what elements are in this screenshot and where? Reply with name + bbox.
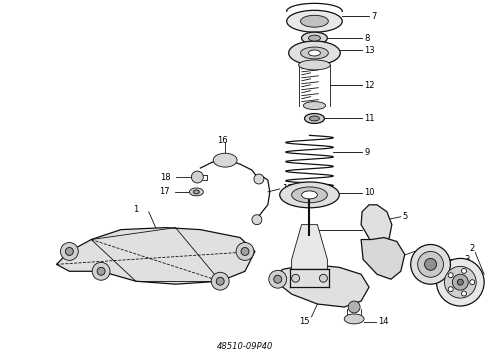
Ellipse shape: [213, 153, 237, 167]
Circle shape: [448, 273, 453, 278]
Ellipse shape: [300, 15, 328, 27]
Circle shape: [437, 258, 484, 306]
Text: 11: 11: [364, 114, 374, 123]
Text: 6: 6: [364, 225, 369, 234]
Text: 5: 5: [403, 212, 408, 221]
Text: 10: 10: [364, 188, 374, 197]
Circle shape: [236, 243, 254, 260]
Text: 3: 3: [465, 255, 470, 264]
Text: 16: 16: [217, 136, 227, 145]
Circle shape: [97, 267, 105, 275]
Circle shape: [252, 215, 262, 225]
Text: 2: 2: [469, 244, 475, 253]
Circle shape: [417, 251, 443, 277]
Polygon shape: [361, 205, 392, 247]
Text: 4: 4: [416, 247, 422, 256]
Circle shape: [348, 301, 360, 313]
Circle shape: [448, 287, 453, 292]
Ellipse shape: [303, 102, 325, 109]
Ellipse shape: [300, 47, 328, 59]
Circle shape: [92, 262, 110, 280]
Circle shape: [319, 274, 327, 282]
Ellipse shape: [309, 35, 320, 41]
Ellipse shape: [301, 32, 327, 44]
Text: 17: 17: [159, 188, 170, 197]
Circle shape: [216, 277, 224, 285]
Circle shape: [192, 171, 203, 183]
Polygon shape: [56, 228, 255, 284]
Ellipse shape: [289, 41, 340, 65]
Ellipse shape: [305, 113, 324, 123]
Ellipse shape: [301, 191, 318, 199]
Circle shape: [425, 258, 437, 270]
Circle shape: [462, 269, 466, 273]
Text: 18: 18: [160, 172, 171, 181]
Circle shape: [254, 174, 264, 184]
Circle shape: [292, 274, 299, 282]
Ellipse shape: [194, 190, 199, 194]
Circle shape: [457, 279, 464, 285]
Circle shape: [241, 247, 249, 255]
Ellipse shape: [309, 50, 320, 56]
Circle shape: [452, 274, 468, 290]
Ellipse shape: [292, 187, 327, 203]
Text: 13: 13: [364, 45, 375, 54]
Text: 1: 1: [133, 205, 138, 214]
Ellipse shape: [310, 116, 319, 121]
Text: 14: 14: [378, 318, 389, 327]
Circle shape: [274, 275, 282, 283]
Polygon shape: [292, 225, 327, 269]
Text: 7: 7: [371, 12, 376, 21]
Circle shape: [211, 272, 229, 290]
Circle shape: [470, 280, 475, 285]
Polygon shape: [361, 238, 405, 279]
Polygon shape: [273, 264, 369, 307]
Text: 48510-09P40: 48510-09P40: [217, 342, 273, 351]
Text: 9: 9: [364, 148, 369, 157]
Text: 19: 19: [282, 184, 292, 193]
Circle shape: [269, 270, 287, 288]
Ellipse shape: [287, 10, 342, 32]
Circle shape: [411, 244, 450, 284]
Circle shape: [444, 266, 476, 298]
Text: 8: 8: [364, 33, 369, 42]
Text: 12: 12: [364, 81, 374, 90]
Circle shape: [65, 247, 74, 255]
Ellipse shape: [280, 182, 339, 208]
Ellipse shape: [190, 188, 203, 196]
Ellipse shape: [298, 60, 330, 70]
Circle shape: [60, 243, 78, 260]
Circle shape: [462, 291, 466, 296]
Text: 15: 15: [299, 318, 310, 327]
Ellipse shape: [344, 314, 364, 324]
